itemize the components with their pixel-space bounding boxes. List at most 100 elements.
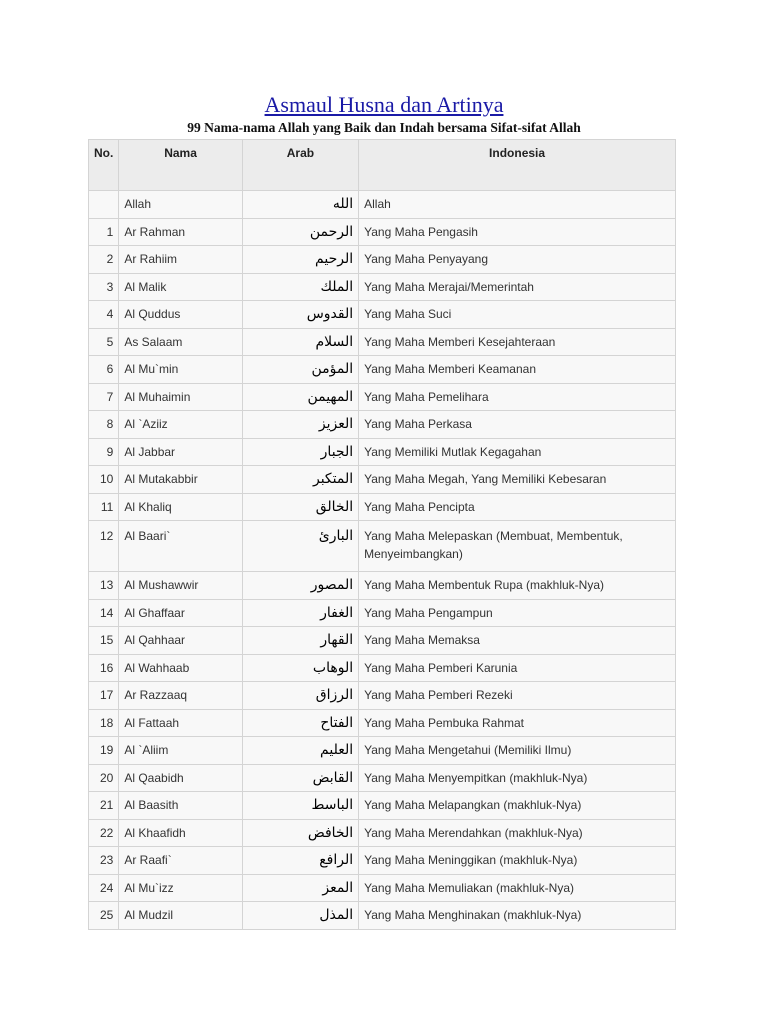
asmaul-husna-table: No. Nama Arab Indonesia Allah الله Allah 1 A… <box>87 139 676 930</box>
cell-arab: المعز <box>241 873 360 902</box>
cell-indonesia: Yang Maha Memberi Kesejahteraan <box>358 327 676 356</box>
table-row: 16 Al Wahhaab الوهاب Yang Maha Pemberi Karu… <box>87 653 676 682</box>
cell-no: 22 <box>87 818 120 847</box>
table-row: 17 Ar Razzaaq الرزاق Yang Maha Pemberi Reze… <box>87 681 676 710</box>
cell-arab: الخافض <box>241 818 360 847</box>
cell-arab: القهار <box>241 626 360 655</box>
cell-nama: Al Mu`izz <box>118 873 243 902</box>
table-header-row: No. Nama Arab Indonesia <box>87 139 676 191</box>
table-row: 19 Al `Aliim العليم Yang Maha Mengetahui (M… <box>87 736 676 765</box>
cell-nama: As Salaam <box>118 327 243 356</box>
cell-indonesia: Yang Maha Megah, Yang Memiliki Kebesaran <box>358 465 676 494</box>
cell-indonesia: Yang Maha Pengampun <box>358 598 676 627</box>
table-row: 21 Al Baasith الباسط Yang Maha Melapangkan … <box>87 791 676 820</box>
cell-indonesia: Yang Maha Memberi Keamanan <box>358 355 676 384</box>
cell-arab: القابض <box>241 763 360 792</box>
cell-indonesia: Allah <box>358 190 676 219</box>
table-row: 23 Ar Raafi` الرافع Yang Maha Meninggikan (… <box>87 846 676 875</box>
cell-indonesia: Yang Maha Membentuk Rupa (makhluk-Nya) <box>358 571 676 600</box>
table-row: 10 Al Mutakabbir المتكبر Yang Maha Megah, Y… <box>87 465 676 494</box>
table-row: 3 Al Malik الملك Yang Maha Merajai/Memerint… <box>87 272 676 301</box>
table-row: 20 Al Qaabidh القابض Yang Maha Menyempitkan… <box>87 763 676 792</box>
cell-no: 16 <box>87 653 120 682</box>
table-row: 9 Al Jabbar الجبار Yang Memiliki Mutlak Keg… <box>87 437 676 466</box>
cell-indonesia: Yang Maha Memuliakan (makhluk-Nya) <box>358 873 676 902</box>
cell-no: 9 <box>87 437 120 466</box>
cell-arab: المتكبر <box>241 465 360 494</box>
cell-no: 5 <box>87 327 120 356</box>
cell-no: 7 <box>87 382 120 411</box>
cell-no <box>87 190 120 219</box>
cell-arab: البارئ <box>241 520 360 572</box>
cell-no: 25 <box>87 901 120 930</box>
document-subtitle: 99 Nama-nama Allah yang Baik dan Indah b… <box>187 120 581 135</box>
cell-arab: الجبار <box>241 437 360 466</box>
cell-indonesia: Yang Maha Mengetahui (Memiliki Ilmu) <box>358 736 676 765</box>
cell-arab: العليم <box>241 736 360 765</box>
cell-indonesia: Yang Maha Suci <box>358 300 676 329</box>
header-indonesia: Indonesia <box>358 139 676 191</box>
cell-nama: Al Mu`min <box>118 355 243 384</box>
table-row: 12 Al Baari` البارئ Yang Maha Melepaskan (M… <box>87 520 676 572</box>
cell-arab: الرحمن <box>241 217 360 246</box>
table-row: 2 Ar Rahiim الرحيم Yang Maha Penyayang <box>87 245 676 274</box>
cell-nama: Al Baari` <box>118 520 243 572</box>
cell-no: 1 <box>87 217 120 246</box>
table-row: 14 Al Ghaffaar الغفار Yang Maha Pengampun <box>87 598 676 627</box>
cell-no: 15 <box>87 626 120 655</box>
cell-nama: Al Qahhaar <box>118 626 243 655</box>
table-row: 13 Al Mushawwir المصور Yang Maha Membentuk … <box>87 571 676 600</box>
cell-indonesia: Yang Maha Menyempitkan (makhluk-Nya) <box>358 763 676 792</box>
cell-indonesia: Yang Maha Merajai/Memerintah <box>358 272 676 301</box>
cell-indonesia: Yang Maha Pengasih <box>358 217 676 246</box>
cell-no: 24 <box>87 873 120 902</box>
cell-indonesia: Yang Maha Penyayang <box>358 245 676 274</box>
table-row: 6 Al Mu`min المؤمن Yang Maha Memberi Keaman… <box>87 355 676 384</box>
header-arab: Arab <box>241 139 360 191</box>
cell-nama: Al Baasith <box>118 791 243 820</box>
cell-arab: المذل <box>241 901 360 930</box>
cell-no: 11 <box>87 492 120 521</box>
cell-indonesia: Yang Maha Pembuka Rahmat <box>358 708 676 737</box>
cell-no: 14 <box>87 598 120 627</box>
cell-arab: الرحيم <box>241 245 360 274</box>
cell-nama: Al `Aliim <box>118 736 243 765</box>
cell-indonesia: Yang Maha Pemberi Rezeki <box>358 681 676 710</box>
cell-no: 6 <box>87 355 120 384</box>
cell-no: 8 <box>87 410 120 439</box>
cell-arab: المهيمن <box>241 382 360 411</box>
cell-indonesia: Yang Maha Pemelihara <box>358 382 676 411</box>
cell-arab: الغفار <box>241 598 360 627</box>
header-nama: Nama <box>118 139 243 191</box>
cell-arab: المؤمن <box>241 355 360 384</box>
table-row: 24 Al Mu`izz المعز Yang Maha Memuliakan (ma… <box>87 873 676 902</box>
table-row: 4 Al Quddus القدوس Yang Maha Suci <box>87 300 676 329</box>
table-row: 1 Ar Rahman الرحمن Yang Maha Pengasih <box>87 217 676 246</box>
cell-nama: Ar Rahiim <box>118 245 243 274</box>
cell-indonesia: Yang Maha Melepaskan (Membuat, Membentuk… <box>358 520 676 572</box>
cell-nama: Ar Rahman <box>118 217 243 246</box>
cell-nama: Al Khaliq <box>118 492 243 521</box>
table-row: 22 Al Khaafidh الخافض Yang Maha Merendahkan… <box>87 818 676 847</box>
cell-nama: Ar Raafi` <box>118 846 243 875</box>
cell-nama: Al Ghaffaar <box>118 598 243 627</box>
cell-no: 13 <box>87 571 120 600</box>
cell-no: 17 <box>87 681 120 710</box>
cell-nama: Allah <box>118 190 243 219</box>
header-no: No. <box>87 139 120 191</box>
cell-no: 4 <box>87 300 120 329</box>
cell-nama: Al Jabbar <box>118 437 243 466</box>
document-title[interactable]: Asmaul Husna dan Artinya <box>264 92 504 117</box>
cell-nama: Al Khaafidh <box>118 818 243 847</box>
cell-indonesia: Yang Maha Pencipta <box>358 492 676 521</box>
cell-no: 23 <box>87 846 120 875</box>
cell-nama: Al `Aziiz <box>118 410 243 439</box>
cell-arab: الباسط <box>241 791 360 820</box>
cell-nama: Al Muhaimin <box>118 382 243 411</box>
cell-arab: الرافع <box>241 846 360 875</box>
table-row: 25 Al Mudzil المذل Yang Maha Menghinakan (m… <box>87 901 676 930</box>
cell-nama: Al Fattaah <box>118 708 243 737</box>
cell-no: 12 <box>87 520 120 572</box>
cell-no: 3 <box>87 272 120 301</box>
cell-no: 18 <box>87 708 120 737</box>
